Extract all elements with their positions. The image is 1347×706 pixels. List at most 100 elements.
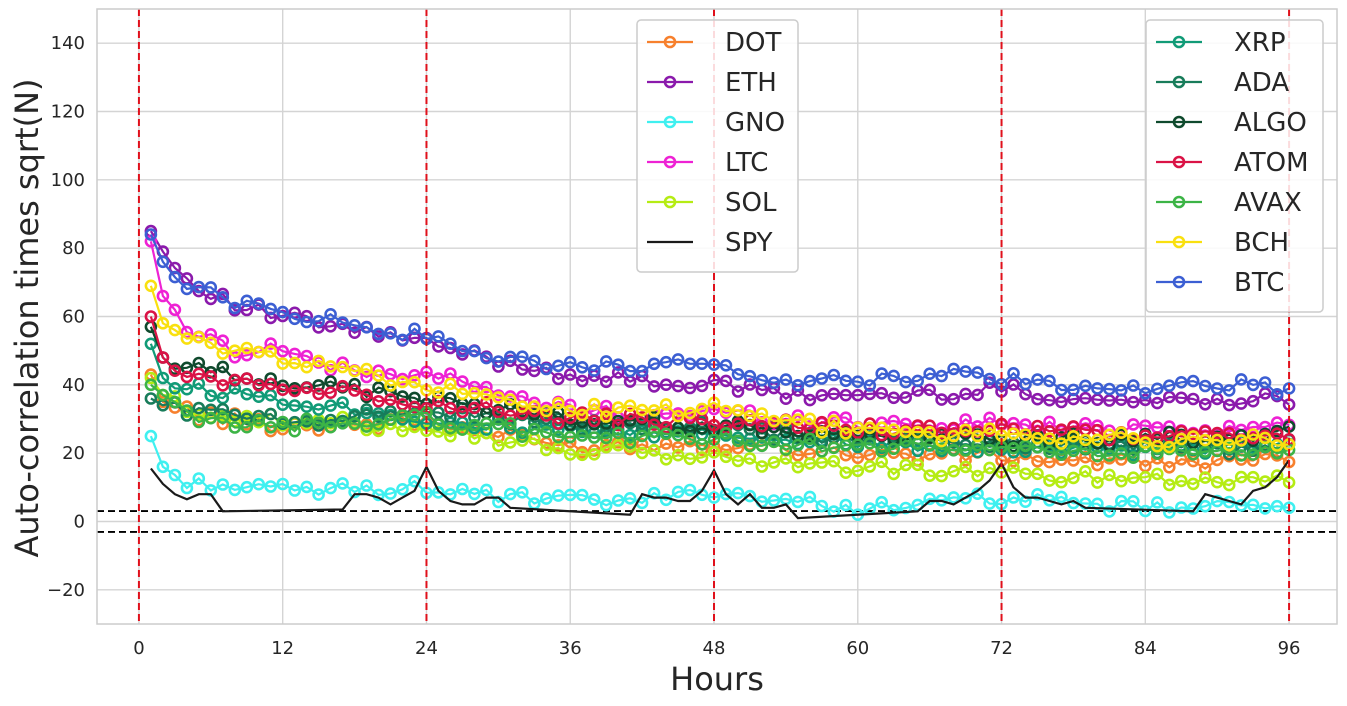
- data-point: [575, 488, 589, 502]
- data-point: [348, 377, 361, 391]
- data-point: [348, 364, 361, 378]
- data-point: [312, 387, 325, 401]
- data-point: [288, 356, 302, 370]
- data-point: [408, 322, 421, 336]
- data-point: [1007, 491, 1020, 504]
- data-point: [803, 432, 817, 446]
- data-point: [444, 377, 457, 391]
- data-point: [1210, 475, 1224, 489]
- data-point: [887, 503, 901, 517]
- data-point: [755, 439, 769, 453]
- data-point: [803, 393, 817, 407]
- data-point: [324, 319, 337, 333]
- data-point: [683, 452, 697, 466]
- data-point: [779, 425, 793, 439]
- data-point: [492, 417, 505, 431]
- data-point: [240, 420, 254, 434]
- legend-label: SPY: [725, 228, 773, 258]
- data-point: [240, 341, 254, 355]
- data-point: [240, 412, 254, 426]
- data-point: [228, 381, 242, 395]
- data-point: [1175, 375, 1188, 389]
- data-point: [456, 482, 469, 496]
- data-point: [935, 434, 948, 448]
- data-point: [1282, 501, 1296, 515]
- data-point: [228, 373, 242, 387]
- data-point: [468, 380, 481, 394]
- data-point: [1055, 383, 1068, 397]
- data-point: [1198, 499, 1212, 513]
- data-point: [575, 448, 589, 462]
- data-point: [539, 362, 553, 376]
- data-point: [863, 387, 877, 401]
- data-point: [1055, 395, 1068, 409]
- data-point: [396, 390, 409, 403]
- y-tick-label: 100: [51, 170, 85, 191]
- data-point: [192, 367, 206, 381]
- data-point: [1067, 444, 1080, 458]
- data-point: [1222, 478, 1236, 492]
- data-point: [216, 379, 230, 392]
- data-point: [791, 460, 805, 474]
- data-point: [156, 388, 170, 402]
- data-point: [1055, 490, 1068, 504]
- data-point: [719, 426, 733, 440]
- data-point: [767, 376, 781, 390]
- legend-entry-sol: SOL: [647, 188, 777, 218]
- data-point: [1043, 393, 1056, 407]
- data-point: [216, 402, 230, 416]
- data-point: [767, 435, 781, 449]
- data-point: [647, 418, 661, 432]
- legend-entry-bch: BCH: [1156, 228, 1289, 258]
- data-point: [563, 411, 577, 425]
- data-point: [659, 420, 673, 434]
- series-btc: [144, 228, 1296, 401]
- x-tick-label: 96: [1278, 638, 1301, 659]
- data-point: [683, 381, 697, 395]
- legend-marker: [1172, 35, 1186, 49]
- data-point: [983, 372, 996, 386]
- data-point: [779, 392, 793, 406]
- data-point: [144, 310, 158, 323]
- data-point: [875, 421, 889, 435]
- legend-label: BTC: [1234, 268, 1284, 298]
- data-point: [324, 386, 337, 400]
- y-tick-label: −20: [47, 580, 85, 601]
- data-point: [144, 228, 158, 241]
- data-point: [815, 444, 829, 458]
- data-point: [839, 427, 853, 440]
- data-point: [1103, 449, 1116, 462]
- data-point: [204, 389, 218, 403]
- legend-label: ALGO: [1234, 108, 1307, 138]
- data-point: [372, 394, 385, 408]
- data-point: [444, 401, 457, 415]
- data-point: [276, 357, 290, 370]
- data-point: [444, 429, 457, 443]
- data-point: [1019, 377, 1032, 391]
- data-point: [1222, 426, 1236, 440]
- data-point: [312, 403, 325, 416]
- series-line: [150, 459, 1291, 520]
- data-point: [1270, 469, 1284, 482]
- data-point: [755, 460, 769, 473]
- data-point: [180, 404, 194, 417]
- series-line: [150, 383, 1290, 459]
- data-point: [851, 388, 865, 402]
- data-point: [563, 355, 577, 369]
- data-point: [899, 375, 913, 389]
- data-point: [671, 421, 685, 435]
- data-point: [815, 372, 829, 385]
- data-point: [695, 357, 709, 371]
- data-point: [1234, 499, 1248, 512]
- data-point: [911, 419, 925, 432]
- legend-entry-btc: BTC: [1156, 268, 1284, 298]
- data-point: [384, 326, 397, 340]
- data-point: [264, 420, 278, 434]
- data-point: [144, 392, 158, 405]
- data-point: [695, 451, 709, 464]
- data-point: [755, 407, 769, 420]
- data-point: [611, 418, 625, 432]
- data-point: [1163, 440, 1176, 454]
- data-point: [1186, 477, 1200, 491]
- data-point: [1127, 431, 1140, 445]
